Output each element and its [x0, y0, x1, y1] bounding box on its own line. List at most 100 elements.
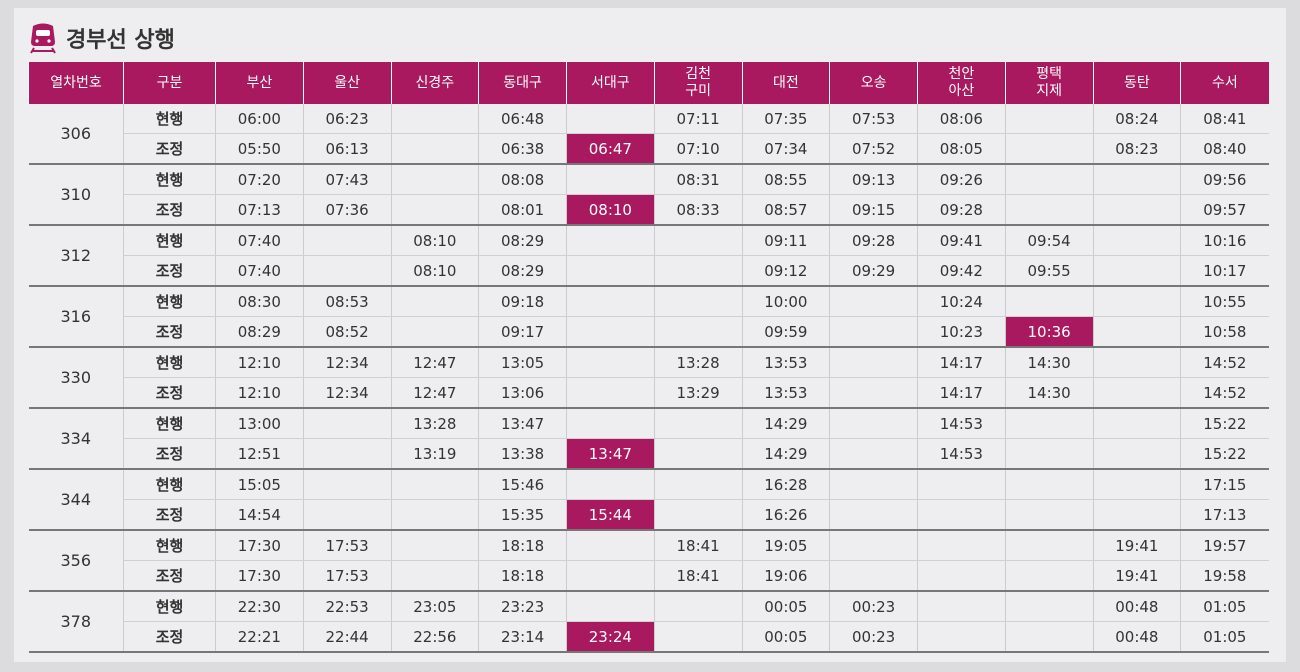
- time-cell: 09:12: [741, 255, 830, 287]
- time-cell: 08:55: [741, 164, 830, 195]
- time-cell: 10:24: [917, 286, 1006, 317]
- empty-cell: [1004, 164, 1093, 195]
- time-cell: 08:23: [1092, 133, 1181, 165]
- time-cell: 06:38: [478, 133, 567, 165]
- empty-cell: [653, 225, 742, 256]
- empty-cell: [1092, 164, 1181, 195]
- time-cell: 14:17: [917, 347, 1006, 378]
- time-cell: 12:47: [390, 347, 479, 378]
- empty-cell: [1092, 347, 1181, 378]
- train-number: 310: [28, 164, 124, 226]
- empty-cell: [566, 530, 655, 561]
- empty-cell: [1004, 499, 1093, 531]
- time-cell: 15:35: [478, 499, 567, 531]
- time-cell: 09:17: [478, 316, 567, 348]
- time-cell: 13:06: [478, 377, 567, 409]
- empty-cell: [1004, 408, 1093, 439]
- column-header-line: 평택: [1036, 66, 1062, 82]
- time-cell: 14:30: [1004, 377, 1093, 409]
- column-header-text: 대전: [772, 74, 799, 91]
- column-header-line: 지제: [1036, 83, 1062, 99]
- empty-cell: [302, 408, 391, 439]
- empty-cell: [1004, 469, 1093, 500]
- time-cell: 17:53: [302, 530, 391, 561]
- row: 378 현행 22:30 22:53 23:05 23:23 00:05 00:23 00:48…: [28, 591, 1269, 653]
- row: 356 현행 17:30 17:53 18:18 18:41 19:05 19:41 19:57: [28, 530, 1269, 592]
- row-type: 현행: [123, 164, 216, 195]
- time-cell: 09:42: [917, 255, 1006, 287]
- row-type: 조정: [123, 499, 216, 531]
- timetable: 열차번호 구분 부산 울산 신경주 동대구 서대구 김천 구미 대전 오송 천안 아산 평택 지제 동탄 수서 …: [28, 62, 1269, 653]
- row: 조정 07:13 07:36 08:01 08:10 08:33 08:57 09:15 09:…: [29, 194, 1269, 226]
- time-cell: 13:28: [390, 408, 479, 439]
- empty-cell: [1004, 621, 1093, 653]
- time-cell: 10:17: [1180, 255, 1269, 287]
- row-type: 조정: [123, 194, 216, 226]
- empty-cell: [390, 316, 479, 348]
- empty-cell: [829, 377, 918, 409]
- empty-cell: [829, 438, 918, 470]
- time-cell: 15:05: [215, 469, 304, 500]
- empty-cell: [829, 408, 918, 439]
- train-number: 356: [28, 530, 124, 592]
- column-header-text: 열차번호: [50, 74, 102, 91]
- time-cell: 08:08: [478, 164, 567, 195]
- time-cell: 09:13: [829, 164, 918, 195]
- empty-cell: [1092, 225, 1181, 256]
- time-cell: 19:41: [1092, 530, 1181, 561]
- time-cell: 12:10: [215, 377, 304, 409]
- time-cell: 19:41: [1092, 560, 1181, 592]
- time-cell: 08:01: [478, 194, 567, 226]
- time-cell: 08:52: [302, 316, 391, 348]
- row: 344 현행 15:05 15:46 16:28 17:15: [28, 469, 1269, 531]
- row-type: 현행: [123, 104, 216, 134]
- time-cell: 06:48: [478, 104, 567, 134]
- row: 316 현행 08:30 08:53 09:18 10:00 10:24 10:55: [28, 286, 1269, 348]
- title-bar: 경부선 상행: [28, 22, 175, 54]
- column-header-line: 구미: [685, 83, 711, 99]
- time-cell: 19:57: [1180, 530, 1269, 561]
- time-cell: 07:52: [829, 133, 918, 165]
- column-header: 천안 아산: [917, 62, 1006, 104]
- empty-cell: [917, 591, 1006, 622]
- time-cell: 09:15: [829, 194, 918, 226]
- column-header-text: 동대구: [503, 74, 542, 91]
- time-cell: 00:48: [1092, 591, 1181, 622]
- empty-cell: [302, 225, 391, 256]
- time-cell: 09:59: [741, 316, 830, 348]
- empty-cell: [653, 408, 742, 439]
- empty-cell: [653, 316, 742, 348]
- empty-cell: [566, 377, 655, 409]
- empty-cell: [1004, 286, 1093, 317]
- row-type: 현행: [123, 408, 216, 439]
- time-cell: 07:53: [829, 104, 918, 134]
- time-cell: 09:28: [829, 225, 918, 256]
- empty-cell: [653, 286, 742, 317]
- time-cell: 09:26: [917, 164, 1006, 195]
- time-cell: 13:47: [478, 408, 567, 439]
- empty-cell: [653, 621, 742, 653]
- empty-cell: [1004, 194, 1093, 226]
- empty-cell: [1004, 560, 1093, 592]
- time-cell: 18:18: [478, 530, 567, 561]
- time-cell: 07:35: [741, 104, 830, 134]
- row-type: 현행: [123, 591, 216, 622]
- time-cell: 07:20: [215, 164, 304, 195]
- time-cell: 06:13: [302, 133, 391, 165]
- time-cell: 16:28: [741, 469, 830, 500]
- train-number: 378: [28, 591, 124, 653]
- time-cell: 07:40: [215, 225, 304, 256]
- column-header: 신경주: [390, 62, 479, 104]
- time-cell: 09:55: [1004, 255, 1093, 287]
- empty-cell: [302, 469, 391, 500]
- time-cell: 07:11: [653, 104, 742, 134]
- time-cell: 22:56: [390, 621, 479, 653]
- time-cell: 15:22: [1180, 438, 1269, 470]
- empty-cell: [653, 255, 742, 287]
- time-cell: 12:10: [215, 347, 304, 378]
- time-cell: 15:22: [1180, 408, 1269, 439]
- empty-cell: [566, 255, 655, 287]
- row-type: 조정: [123, 438, 216, 470]
- empty-cell: [566, 469, 655, 500]
